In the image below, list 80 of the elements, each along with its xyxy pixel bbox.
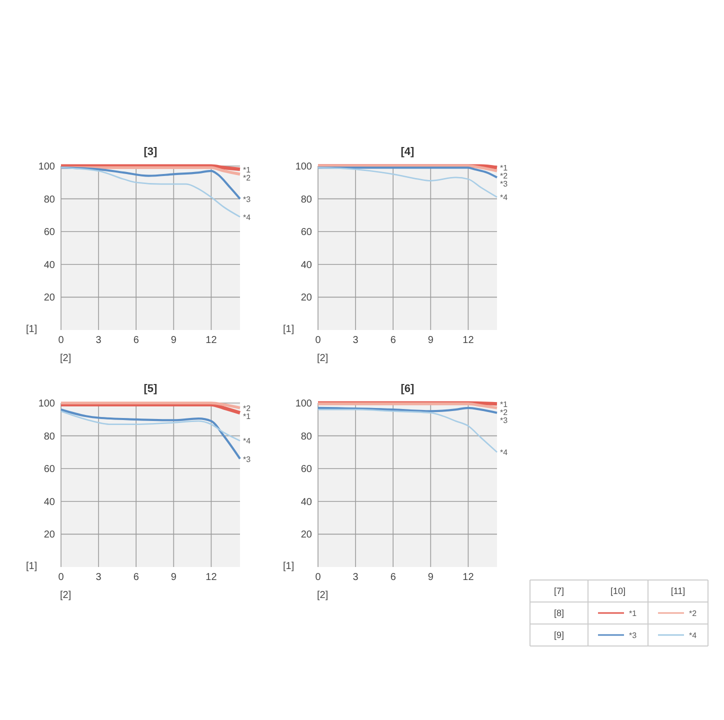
series-label: *3: [243, 454, 252, 464]
chart-title: [6]: [400, 383, 415, 395]
y-tick-label: 20: [44, 292, 56, 304]
text: *1: [500, 400, 508, 409]
x-axis-title: [2]: [317, 590, 328, 601]
text: [9]: [554, 630, 564, 640]
y-tick-label: 80: [300, 194, 312, 206]
x-tick-label: 3: [352, 572, 359, 583]
y-tick-label: 100: [38, 162, 56, 172]
y-tick-label: 80: [300, 431, 312, 442]
series-label: *3: [243, 194, 252, 204]
legend-label: *2: [689, 608, 698, 618]
x-tick-label: 12: [206, 572, 218, 583]
y-axis-title: [1]: [283, 561, 294, 572]
y-tick-label: 20: [300, 530, 312, 541]
series-label: *1: [243, 165, 252, 174]
x-tick-label: 12: [462, 335, 474, 346]
x-tick-label: 6: [390, 572, 396, 583]
y-tick-label: 60: [44, 227, 56, 238]
series-label: *2: [500, 172, 508, 181]
series-label: *4: [243, 436, 252, 446]
y-tick-label: 100: [38, 398, 56, 410]
y-tick-label: 100: [295, 162, 312, 172]
x-tick-label: 3: [96, 335, 102, 346]
x-tick-label: 9: [170, 335, 177, 346]
series-label: *1: [500, 164, 508, 173]
y-axis-title: [1]: [26, 324, 38, 335]
x-tick-label: 9: [170, 572, 177, 583]
legend-label: *4: [689, 630, 698, 640]
x-tick-label: 0: [315, 335, 322, 346]
x-axis-title: [2]: [60, 590, 72, 601]
series-label: *4: [243, 212, 252, 222]
y-tick-label: 80: [44, 194, 56, 206]
x-tick-label: 0: [315, 572, 322, 583]
y-axis-title: [1]: [283, 324, 294, 335]
x-tick-label: 3: [352, 335, 359, 346]
y-tick-label: 60: [300, 227, 312, 238]
x-axis-title: [2]: [317, 353, 328, 364]
x-axis-title: [2]: [60, 353, 72, 364]
text: *3: [500, 416, 508, 425]
x-tick-label: 0: [58, 572, 64, 583]
x-tick-label: 9: [428, 335, 434, 346]
legend-label: *3: [629, 630, 638, 640]
y-tick-label: 40: [44, 260, 56, 271]
y-tick-label: 80: [44, 431, 56, 442]
text: *2: [500, 408, 508, 417]
series-label: *2: [243, 404, 252, 413]
series-label: *3: [500, 180, 508, 189]
x-tick-label: 6: [133, 335, 140, 346]
x-tick-label: 6: [133, 572, 140, 583]
y-tick-label: 40: [44, 496, 56, 508]
x-tick-label: 9: [428, 572, 434, 583]
x-tick-label: 12: [462, 572, 474, 583]
y-tick-label: 60: [44, 464, 56, 476]
y-tick-label: 40: [300, 260, 312, 271]
line-series: [60, 408, 242, 460]
y-tick-label: 20: [300, 292, 312, 304]
legend-label: *1: [629, 608, 638, 618]
text: [11]: [670, 586, 686, 596]
series-label: *2: [243, 173, 252, 182]
x-tick-label: 12: [206, 335, 218, 346]
y-tick-label: 40: [300, 496, 312, 508]
line-series: [317, 408, 498, 453]
series-label: *4: [500, 193, 508, 202]
y-tick-label: 60: [300, 464, 312, 476]
text: [10]: [610, 586, 626, 596]
y-tick-label: 100: [295, 398, 312, 410]
x-tick-label: 3: [96, 572, 102, 583]
text: [8]: [554, 608, 564, 618]
x-tick-label: 6: [390, 335, 396, 346]
x-tick-label: 0: [58, 335, 64, 346]
y-axis-title: [1]: [26, 561, 38, 572]
line-series: [60, 410, 241, 442]
chart-title: [3]: [144, 146, 158, 158]
text: *4: [500, 448, 508, 458]
chart-title: [4]: [400, 146, 415, 158]
chart-title: [5]: [144, 383, 158, 395]
y-tick-label: 20: [44, 530, 56, 541]
series-label: *1: [243, 412, 252, 421]
legend-title: [7]: [554, 586, 564, 596]
